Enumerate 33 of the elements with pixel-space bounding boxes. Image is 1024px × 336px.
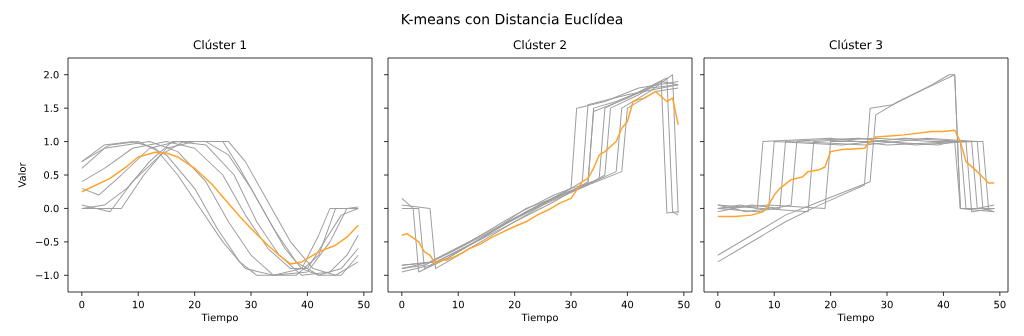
x-tick-label: 50 [358, 300, 370, 309]
text: K-means con Distancia Euclídea [402, 12, 623, 25]
x-tick-label: 0 [79, 300, 85, 309]
x-tick-label: 40 [301, 300, 314, 309]
x-axis-title: Tiempo [837, 313, 874, 324]
x-tick-label: 10 [768, 300, 780, 309]
x-tick-label: 20 [188, 300, 201, 309]
x-tick-label: 0 [715, 300, 721, 309]
y-tick-label: 0.0 [44, 204, 59, 213]
x-tick-label: 20 [509, 300, 521, 309]
x-axis-title: Tiempo [521, 313, 558, 324]
chart-title: Clúster 2 [513, 39, 566, 50]
y-tick-label: 1.0 [44, 137, 59, 146]
y-tick-label: 2.0 [44, 70, 59, 79]
y-axis-title: Valor [18, 162, 26, 188]
x-tick-label: 0 [399, 300, 405, 309]
x-tick-label: 40 [621, 300, 634, 309]
y-tick-label: −0.5 [36, 238, 59, 246]
x-tick-label: 50 [678, 300, 690, 309]
x-tick-label: 30 [565, 300, 577, 309]
chart-title: Clúster 1 [193, 39, 246, 50]
x-axis-title: Tiempo [201, 313, 238, 324]
x-tick-label: 10 [452, 300, 464, 309]
chart-title: Clúster 3 [829, 39, 883, 50]
x-tick-label: 40 [937, 300, 950, 309]
y-tick-label: 1.5 [44, 104, 59, 112]
x-tick-label: 30 [881, 300, 893, 309]
y-tick-label: 0.5 [44, 171, 59, 179]
x-tick-label: 30 [245, 300, 257, 309]
y-tick-label: −1.0 [36, 271, 59, 280]
x-tick-label: 50 [994, 300, 1006, 309]
x-tick-label: 20 [825, 300, 837, 309]
x-tick-label: 10 [132, 300, 144, 309]
